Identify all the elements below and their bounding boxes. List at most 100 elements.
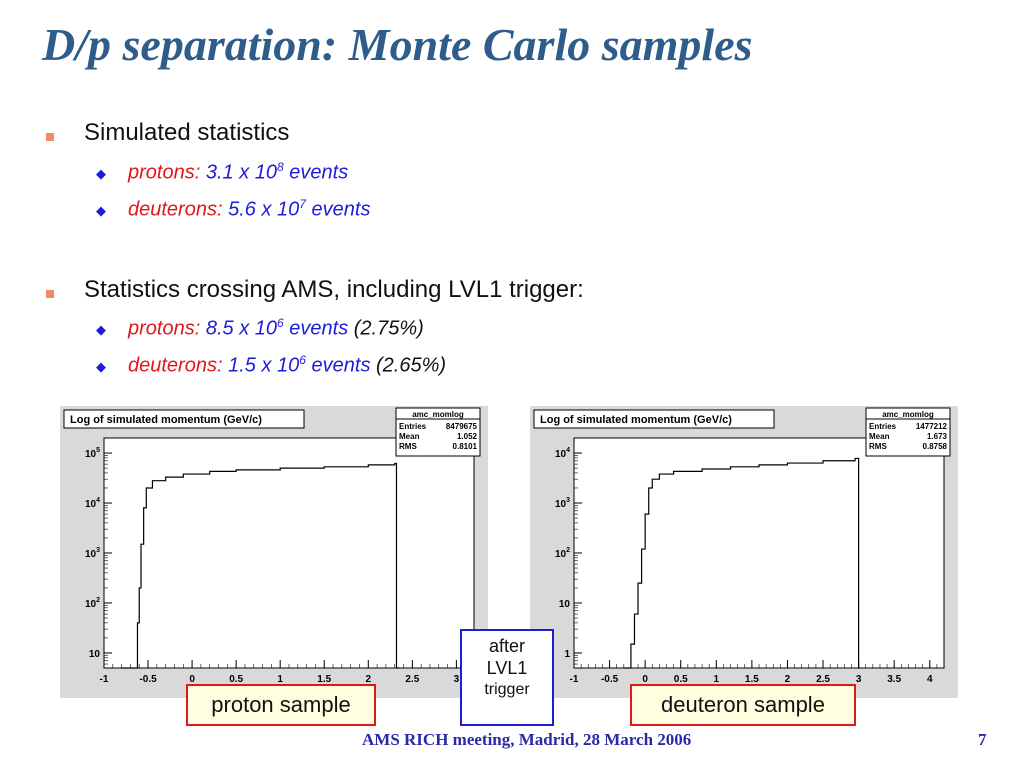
separator: :	[216, 198, 223, 221]
event-unit: events	[311, 198, 371, 221]
y-tick-base: 10	[85, 599, 97, 610]
x-tick-label: 3.5	[887, 674, 901, 685]
plot-frame	[573, 437, 945, 669]
exponent: 6	[277, 316, 284, 330]
x-tick-label: 3	[856, 674, 862, 685]
event-count: 3.1 x 10	[205, 161, 278, 184]
stats-box	[865, 407, 951, 457]
event-count: 8.5 x 10	[205, 317, 278, 340]
plot-title-box	[533, 409, 775, 429]
event-unit: events	[289, 161, 349, 184]
y-tick-base: 10	[85, 499, 97, 510]
plot-title: Log of simulated momentum (GeV/c)	[540, 414, 732, 426]
sub-bullet-sim-deuterons: deuterons: 5.6 x 107 events	[128, 197, 370, 222]
y-tick-base: 10	[555, 499, 567, 510]
footer-text: AMS RICH meeting, Madrid, 28 March 2006	[362, 730, 692, 749]
particle-label: deuterons	[128, 198, 217, 221]
y-tick-label: 1	[564, 649, 570, 660]
x-tick-label: -1	[100, 674, 109, 685]
x-tick-label: 0.5	[674, 674, 688, 685]
separator: :	[194, 161, 201, 184]
bullet-square-icon	[46, 133, 54, 141]
plot-title: Log of simulated momentum (GeV/c)	[70, 414, 262, 426]
y-tick-label: 103	[555, 497, 570, 510]
stats-name: amc_momlog	[412, 410, 464, 419]
x-tick-label: 1.5	[745, 674, 759, 685]
trigger-line: trigger	[484, 681, 530, 698]
x-tick-label: -1	[570, 674, 579, 685]
x-tick-label: 0.5	[229, 674, 243, 685]
x-tick-label: 0	[189, 674, 195, 685]
y-tick-label: 104	[85, 497, 100, 510]
event-count: 5.6 x 10	[228, 198, 300, 221]
diamond-bullet-icon: ◆	[96, 166, 106, 181]
stats-name: amc_momlog	[882, 410, 934, 419]
y-tick-label: 104	[555, 447, 570, 460]
y-tick-exponent: 4	[96, 497, 100, 504]
bullet-square-icon	[46, 290, 54, 298]
y-tick-base: 10	[555, 449, 567, 460]
x-tick-label: -0.5	[139, 674, 157, 685]
y-tick-exponent: 3	[566, 497, 570, 504]
diamond-bullet-icon: ◆	[96, 322, 106, 337]
deuteron-sample-label: deuteron sample	[630, 684, 856, 726]
y-tick-exponent: 2	[566, 547, 570, 554]
stats-key: Entries	[399, 422, 427, 431]
histogram-line	[623, 457, 861, 669]
y-tick-base: 10	[559, 599, 571, 610]
bullet-statistics-crossing-ams: Statistics crossing AMS, including LVL1 …	[84, 276, 584, 303]
deuteron-momentum-histogram: Log of simulated momentum (GeV/c) amc_mom…	[530, 406, 958, 698]
y-tick-label: 105	[85, 447, 100, 460]
stats-key: Mean	[869, 432, 890, 441]
y-tick-exponent: 2	[96, 597, 100, 604]
bullet-simulated-statistics: Simulated statistics	[84, 119, 290, 146]
after-lvl1-trigger-label: after LVL1 trigger	[460, 629, 554, 726]
x-tick-label: 3	[454, 674, 460, 685]
x-tick-label: 1	[714, 674, 720, 685]
x-tick-label: 1	[277, 674, 283, 685]
histogram-line	[121, 462, 400, 669]
y-tick-exponent: 3	[96, 547, 100, 554]
stats-value: 1477212	[916, 422, 948, 431]
exponent: 8	[277, 160, 284, 174]
page-number: 7	[978, 730, 987, 749]
y-tick-base: 10	[555, 549, 567, 560]
plot-title-box	[63, 409, 305, 429]
trigger-line: after	[488, 636, 526, 656]
stats-box	[395, 407, 481, 457]
stats-key: RMS	[869, 442, 887, 451]
y-tick-base: 10	[89, 649, 101, 660]
x-tick-label: 2.5	[405, 674, 419, 685]
y-tick-label: 10	[559, 599, 571, 610]
event-unit: events	[311, 354, 371, 377]
y-tick-label: 102	[85, 597, 100, 610]
event-count: 1.5 x 10	[228, 354, 300, 377]
x-tick-label: 0	[642, 674, 648, 685]
diamond-bullet-icon: ◆	[96, 203, 106, 218]
separator: :	[194, 317, 201, 340]
slide-title: D/p separation: Monte Carlo samples	[42, 19, 753, 70]
x-tick-label: 2	[785, 674, 791, 685]
trigger-line: LVL1	[486, 658, 528, 678]
percentage: (2.65%)	[376, 354, 447, 377]
stats-value: 0.8101	[453, 442, 478, 451]
y-tick-label: 10	[89, 649, 101, 660]
x-tick-label: 4	[927, 674, 933, 685]
event-unit: events	[289, 317, 349, 340]
plot-frame	[103, 437, 475, 669]
y-tick-exponent: 4	[566, 447, 570, 454]
stats-key: RMS	[399, 442, 417, 451]
percentage: (2.75%)	[353, 317, 424, 340]
x-tick-label: 1.5	[317, 674, 331, 685]
stats-value: 1.673	[927, 432, 948, 441]
particle-label: protons	[128, 317, 195, 340]
y-tick-exponent: 5	[96, 447, 100, 454]
sub-bullet-lvl1-protons: protons: 8.5 x 106 events (2.75%)	[128, 316, 424, 341]
proton-histogram-svg: Log of simulated momentum (GeV/c) amc_mom…	[60, 406, 488, 698]
sub-bullet-lvl1-deuterons: deuterons: 1.5 x 106 events (2.65%)	[128, 353, 446, 378]
particle-label: protons	[128, 161, 195, 184]
x-tick-label: 2	[366, 674, 372, 685]
x-tick-label: 2.5	[816, 674, 830, 685]
stats-value: 8479675	[446, 422, 478, 431]
stats-key: Mean	[399, 432, 420, 441]
